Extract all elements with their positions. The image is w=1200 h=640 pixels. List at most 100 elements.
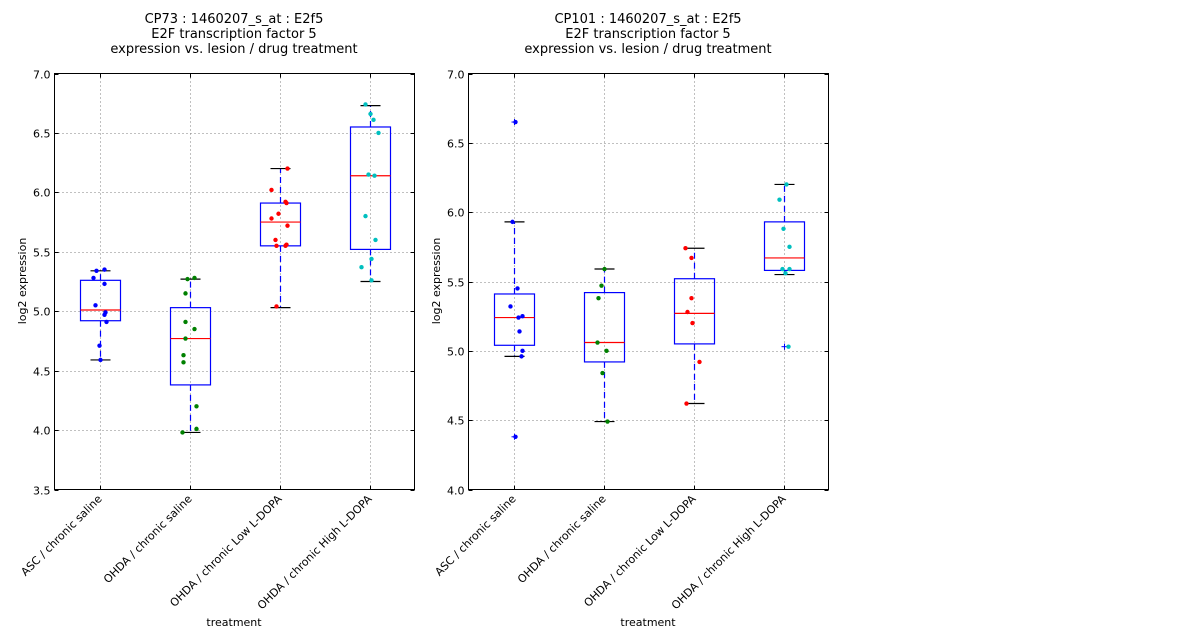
box-iqr [349,126,392,251]
y-tick-label: 5.5 [33,247,51,260]
data-point [274,304,279,309]
chart-title-line-2: E2F transcription factor 5 [565,27,730,42]
data-point [94,268,99,274]
data-point [359,265,364,270]
data-point [689,255,694,261]
x-axis-label: treatment [620,616,676,629]
data-point [104,319,109,325]
data-point [605,419,610,424]
data-point [373,237,378,243]
data-point [368,111,373,117]
data-point [192,275,197,281]
boxplot-2 [169,278,212,434]
data-point [683,246,688,251]
data-point [183,319,188,325]
data-point [784,182,789,187]
box-iqr [493,293,536,346]
y-tick-label: 4.5 [33,366,51,379]
data-point [363,102,368,107]
data-point [369,256,374,262]
data-point [516,315,521,320]
data-point [98,357,103,363]
data-point [371,117,376,123]
y-tick-label: 7.0 [447,69,465,82]
data-point [376,130,381,136]
box-iqr [169,307,212,386]
plot-frame [54,73,415,490]
data-point [194,404,199,409]
data-point [781,226,786,232]
data-point [366,172,371,177]
data-point [93,303,98,308]
data-point [520,313,525,319]
data-point [194,426,199,432]
data-point [783,270,788,276]
box-iqr [763,221,806,272]
data-point [97,343,102,348]
data-point [269,216,274,221]
data-point [517,329,522,334]
data-point [602,266,607,272]
y-axis-label: log2 expression [430,238,443,325]
y-tick-label: 7.0 [33,69,51,82]
x-axis-label: treatment [206,616,262,629]
data-point [102,281,107,287]
data-point [786,344,791,349]
data-point [269,187,274,193]
data-point [181,352,186,358]
box-iqr [673,278,716,345]
boxplot-3 [259,167,302,309]
data-point [185,276,190,282]
data-point [520,348,525,354]
box-iqr [259,202,302,247]
y-tick-label: 6.0 [447,207,465,220]
boxplot-1 [493,119,536,440]
data-point [787,266,792,272]
y-tick-label: 5.5 [447,277,465,290]
data-point [697,359,702,365]
y-tick-label: 4.0 [33,425,51,438]
data-point [604,348,609,354]
data-point [181,360,186,365]
data-point [183,336,188,341]
chart-title-line-1: CP73 : 1460207_s_at : E2f5 [145,12,324,27]
data-point [787,244,792,250]
y-tick-label: 6.0 [33,187,51,200]
data-point [513,434,518,440]
data-point [513,119,518,125]
data-point [689,295,694,301]
data-point [91,275,96,281]
chart-title-line-3: expression vs. lesion / drug treatment [524,42,771,57]
chart-title-line-2: E2F transcription factor 5 [151,27,316,42]
chart-panel-cp101: CP101 : 1460207_s_at : E2f5 E2F transcri… [430,12,829,629]
data-point [777,197,782,202]
box-iqr [583,291,626,363]
y-tick-label: 5.0 [33,306,51,319]
y-axis-label: log2 expression [16,238,29,325]
boxplot-4 [763,183,806,350]
chart-panel-cp73: CP73 : 1460207_s_at : E2f5 E2F transcrip… [16,12,415,629]
data-point [276,211,281,216]
data-point [284,242,289,247]
data-point [508,304,513,309]
boxplot-2 [583,268,626,423]
chart-title-line-3: expression vs. lesion / drug treatment [110,42,357,57]
data-point [192,326,197,332]
data-point [372,173,377,178]
data-point [685,309,690,315]
y-tick-label: 5.0 [447,346,465,359]
box-iqr [79,279,122,322]
chart-title-line-1: CP101 : 1460207_s_at : E2f5 [554,12,741,27]
data-point [369,278,374,283]
data-point [284,200,289,206]
data-point [285,223,290,228]
data-point [363,213,368,219]
data-point [510,219,515,225]
x-tick-label: OHDA / chronic saline [101,492,195,586]
y-tick-label: 4.5 [447,415,465,428]
data-point [600,370,605,376]
data-point [515,286,520,291]
x-tick-label: ASC / chronic saline [18,492,104,578]
y-tick-label: 6.5 [447,138,465,151]
